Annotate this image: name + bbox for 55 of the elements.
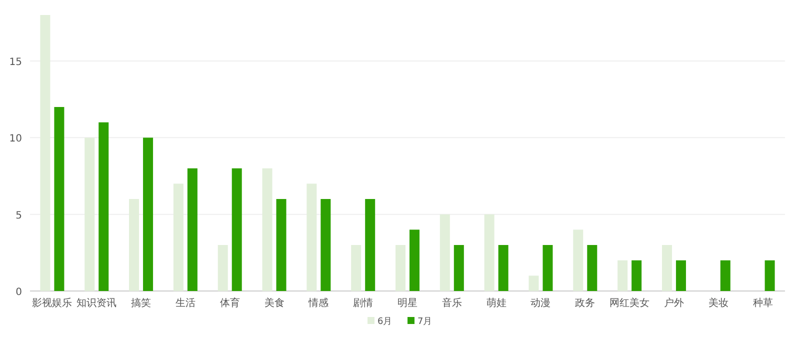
- bar: [410, 230, 420, 291]
- bar: [720, 260, 730, 291]
- bar: [262, 168, 272, 291]
- y-tick-label: 10: [9, 134, 22, 145]
- x-tick-label: 动漫: [530, 297, 551, 309]
- bar: [587, 245, 598, 291]
- x-tick-label: 明星: [398, 298, 418, 309]
- x-tick-label: 情感: [308, 297, 329, 309]
- x-tick-label: 剧情: [353, 297, 374, 309]
- x-tick-label: 体育: [220, 297, 240, 309]
- y-tick-label: 5: [16, 210, 22, 222]
- bar: [573, 230, 584, 291]
- bar: [351, 245, 362, 291]
- bar: [498, 245, 508, 291]
- x-tick-label: 政务: [575, 297, 596, 309]
- bar: [618, 260, 628, 291]
- bar: [676, 260, 686, 291]
- x-tick-label: 音乐: [442, 297, 462, 309]
- bar: [129, 199, 140, 291]
- x-tick-label: 户外: [664, 297, 684, 309]
- y-tick-label: 0: [16, 287, 22, 298]
- bar: [454, 245, 464, 291]
- bar: [143, 138, 154, 291]
- bar: [365, 199, 376, 291]
- bar: [276, 199, 286, 291]
- bar: [40, 15, 50, 291]
- bar: [218, 245, 228, 291]
- bar: [232, 168, 242, 291]
- bar: [306, 184, 317, 291]
- bar: [440, 214, 450, 291]
- bar: [542, 245, 553, 291]
- x-tick-label: 搞笑: [131, 297, 152, 309]
- bar: [98, 122, 109, 291]
- bar: [484, 214, 494, 291]
- x-tick-label: 萌娃: [486, 297, 506, 309]
- legend-label: 7月: [418, 317, 432, 327]
- bar: [173, 184, 184, 291]
- bar: [54, 107, 64, 291]
- x-tick-label: 种草: [752, 297, 773, 309]
- bar: [632, 260, 642, 291]
- bar: [764, 260, 775, 291]
- x-tick-label: 影视娱乐: [32, 297, 72, 309]
- bar: [84, 138, 95, 291]
- y-tick-label: 15: [9, 57, 22, 68]
- bar: [396, 245, 406, 291]
- bar: [528, 276, 539, 291]
- legend-label: 6月: [378, 317, 392, 327]
- x-tick-label: 生活: [175, 297, 196, 309]
- x-tick-label: 美食: [264, 297, 284, 309]
- x-tick-label: 网红美女: [610, 297, 650, 309]
- bar: [320, 199, 331, 291]
- bar: [187, 168, 198, 291]
- x-tick-label: 知识资讯: [76, 297, 117, 309]
- x-tick-label: 美妆: [708, 297, 728, 309]
- bar: [662, 245, 672, 291]
